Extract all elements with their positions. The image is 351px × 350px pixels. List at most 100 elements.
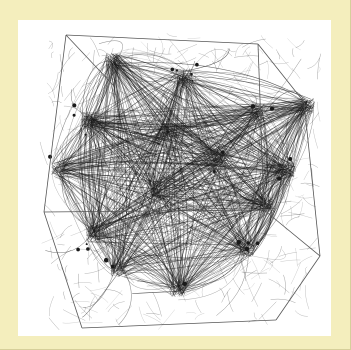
fiber-strand xyxy=(218,116,255,165)
fiber-strand xyxy=(91,111,264,229)
fiber-hair xyxy=(242,38,266,48)
fiber-strand xyxy=(86,162,216,235)
fiber-hair xyxy=(270,246,282,264)
fiber-strand xyxy=(115,53,243,252)
fiber-strand xyxy=(79,66,110,115)
fiber-hair xyxy=(299,272,307,291)
fiber-hair xyxy=(294,96,304,110)
fiber-strand xyxy=(91,109,164,125)
fiber-hair xyxy=(127,173,131,194)
fiber-strand xyxy=(94,170,287,229)
fiber-strand xyxy=(93,103,253,114)
fiber-hair xyxy=(294,194,305,198)
fiber-hair xyxy=(124,71,132,88)
fiber-strand xyxy=(179,108,266,287)
fiber-hair xyxy=(223,168,228,178)
fiber-hair xyxy=(299,247,316,250)
fiber-strand xyxy=(136,131,169,195)
fiber-strand xyxy=(183,77,242,245)
fiber-strand xyxy=(219,160,290,178)
fiber-junctions xyxy=(48,62,293,287)
fiber-strand xyxy=(70,89,94,115)
cube-edge-mid-right xyxy=(263,209,321,257)
fiber-hair xyxy=(93,191,103,217)
fiber-strand xyxy=(250,110,303,246)
cube-edge-back-top xyxy=(65,34,259,45)
fiber-hair xyxy=(94,196,97,207)
fiber-hair xyxy=(187,37,201,39)
fiber-strand xyxy=(153,175,285,202)
fiber-strand xyxy=(239,207,264,246)
fiber-hair xyxy=(64,80,81,101)
fiber-hair xyxy=(51,51,54,59)
fiber-strand xyxy=(119,53,292,165)
fiber-hair xyxy=(50,246,53,259)
fiber-hair xyxy=(52,122,60,132)
fiber-strand xyxy=(181,164,289,295)
fiber-hair xyxy=(130,248,146,253)
fiber-strand xyxy=(86,201,272,237)
cube-edge-right-bottom xyxy=(275,255,321,321)
fiber-hair xyxy=(225,67,247,81)
fiber-strand xyxy=(81,60,108,119)
fiber-hair xyxy=(119,237,129,243)
fiber-strand xyxy=(151,190,246,255)
fiber-hair xyxy=(258,301,277,320)
fiber-strand xyxy=(90,104,257,236)
fiber-strand xyxy=(187,49,233,76)
fiber-junction xyxy=(255,241,260,245)
fiber-hair xyxy=(254,95,257,109)
fiber-hair xyxy=(153,240,169,243)
fiber-junction xyxy=(220,150,225,155)
fiber-strand xyxy=(63,165,100,238)
fiber-hair xyxy=(174,131,186,152)
fiber-hair xyxy=(137,239,141,246)
fiber-hair xyxy=(81,83,92,88)
fiber-strand xyxy=(119,77,180,270)
fiber-hair xyxy=(166,33,177,37)
fiber-hair xyxy=(174,189,182,194)
fiber-hair xyxy=(272,102,284,125)
fiber-hair xyxy=(248,171,254,175)
fiber-strand xyxy=(61,175,97,231)
fiber-hair xyxy=(177,59,184,65)
fiber-strand xyxy=(93,186,156,261)
fiber-hair xyxy=(90,293,109,303)
fiber-hair xyxy=(77,178,84,204)
fiber-hair xyxy=(50,250,72,264)
fiber-hair xyxy=(317,66,321,73)
fiber-hair xyxy=(162,90,168,94)
fiber-hair xyxy=(151,251,159,263)
fiber-strand xyxy=(108,58,282,176)
fiber-strand xyxy=(61,98,315,172)
fiber-hair xyxy=(78,107,95,126)
fiber-hair xyxy=(306,237,318,250)
fiber-hair xyxy=(86,178,94,195)
fiber-strand xyxy=(99,198,264,240)
fiber-strand xyxy=(177,71,309,109)
fiber-strand xyxy=(262,99,309,204)
fiber-hair xyxy=(195,178,210,182)
fiber-strand xyxy=(109,65,185,80)
fiber-strand xyxy=(94,126,114,270)
fiber-hair xyxy=(51,101,62,103)
fiber-strand xyxy=(87,60,108,241)
fiber-hair xyxy=(105,290,123,310)
fiber-hair xyxy=(202,251,205,262)
fiber-strand xyxy=(56,166,183,294)
fiber-hair xyxy=(292,100,311,104)
fiber-strand xyxy=(90,78,183,238)
fiber-strand xyxy=(59,165,263,208)
fiber-hair xyxy=(234,77,248,80)
fiber-junction xyxy=(276,176,282,181)
fiber-hair xyxy=(208,130,226,142)
fiber-junction xyxy=(288,157,293,161)
fiber-hair xyxy=(232,277,245,295)
fiber-strand xyxy=(242,210,262,255)
fiber-hair xyxy=(165,157,182,177)
fiber-strand xyxy=(92,232,183,296)
fiber-strand xyxy=(84,115,166,128)
fiber-hair xyxy=(305,266,308,275)
fiber-hair xyxy=(201,281,206,297)
fiber-strand xyxy=(106,63,258,105)
